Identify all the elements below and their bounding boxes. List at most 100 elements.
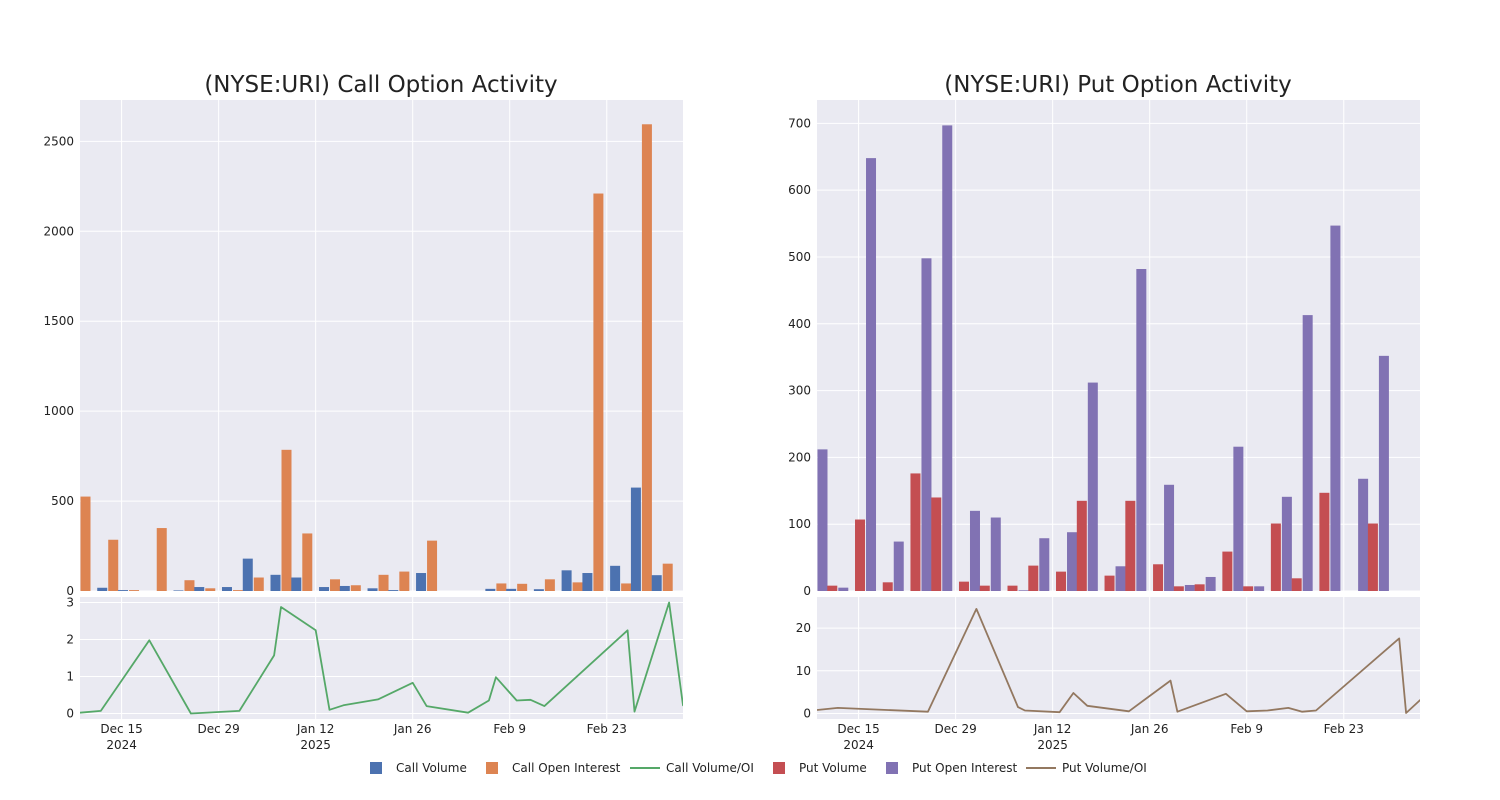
put-ratio-line-group <box>817 608 1420 714</box>
call-volume-bar <box>242 558 253 591</box>
put-volume-bar <box>1194 584 1205 591</box>
call-volume-bar <box>416 573 427 591</box>
call-ratio-plot-area <box>80 597 683 719</box>
put-open-interest-bar <box>1358 478 1369 591</box>
put-open-interest-bar <box>838 587 849 591</box>
put-volume-bar <box>882 582 893 591</box>
put-open-interest-bar <box>1039 538 1050 591</box>
put-open-interest-bar <box>1067 532 1078 591</box>
call-volume-bar <box>270 574 281 591</box>
put-volume-bar <box>931 497 942 591</box>
call-volume-bar <box>339 585 350 591</box>
call-open-interest-bar <box>253 577 264 591</box>
put-volume-bar <box>1125 500 1136 591</box>
put-open-interest-bar <box>1281 496 1292 591</box>
put-volume-bar <box>1028 565 1039 591</box>
legend-label: Call Volume/OI <box>666 761 754 775</box>
put-x-tick-label: Feb 9 <box>1230 722 1263 736</box>
put-volume-bar <box>1104 575 1115 591</box>
call-volume-bar <box>506 588 517 591</box>
put-volume-bar <box>1153 564 1164 591</box>
call-volume-bar <box>388 590 399 591</box>
call-open-interest-bar <box>517 583 528 591</box>
put-x-tick-label: Jan 26 <box>1130 722 1169 736</box>
call-volume-bar <box>221 587 232 591</box>
put-volume-bar <box>1270 523 1281 591</box>
put-open-interest-bar <box>942 125 953 591</box>
call-open-interest-bar <box>281 449 292 591</box>
call-volume-bar <box>97 587 108 591</box>
call-volume-bar <box>367 588 378 591</box>
call-open-interest-bar <box>378 574 389 591</box>
put-volume-bar <box>1076 500 1087 591</box>
put-ratio-plot-area <box>817 597 1420 719</box>
put-option-chart: (NYSE:URI) Put Option Activity Dec 15202… <box>788 72 1420 752</box>
call-open-interest-bar <box>108 539 119 591</box>
call-y-tick-label: 1000 <box>43 404 74 418</box>
call-volume-bar <box>561 570 572 591</box>
put-open-interest-bar <box>1087 382 1098 591</box>
legend-swatch <box>486 762 498 774</box>
call-chart-title: (NYSE:URI) Call Option Activity <box>204 72 557 98</box>
put-x-tick-label: Jan 12 <box>1033 722 1072 736</box>
put-open-interest-bar <box>1233 446 1244 591</box>
call-ratio-line-group <box>80 601 683 715</box>
put-volume-bar <box>1319 492 1330 591</box>
legend-label: Call Open Interest <box>512 761 621 775</box>
put-volume-bar <box>1056 571 1067 591</box>
legend-swatch <box>370 762 382 774</box>
call-open-interest-bar <box>205 588 216 591</box>
call-x-tick-label: 2024 <box>106 738 137 752</box>
put-volume-oi-line <box>817 608 1420 714</box>
put-volume-bar <box>910 473 921 591</box>
put-x-tick-label: Feb 23 <box>1324 722 1364 736</box>
put-open-interest-bar <box>817 449 828 591</box>
call-y-tick-label: 500 <box>51 494 74 508</box>
call-y-tick-label: 2500 <box>43 134 74 148</box>
put-open-interest-bar <box>1302 315 1313 591</box>
put-y-tick-label: 500 <box>788 250 811 264</box>
put-y-tick-label: 200 <box>788 450 811 464</box>
put-volume-bar <box>1243 586 1254 591</box>
put-volume-bar <box>1367 523 1378 591</box>
call-open-interest-bar <box>80 496 91 591</box>
put-ratio-y-tick-label: 20 <box>796 621 811 635</box>
call-volume-bar <box>582 573 593 591</box>
legend-label: Put Open Interest <box>912 761 1018 775</box>
call-open-interest-bar <box>399 571 410 591</box>
call-bars <box>80 124 673 591</box>
call-open-interest-bar <box>184 580 195 591</box>
call-open-interest-bar <box>662 563 673 591</box>
call-bar-plot-area <box>80 100 683 591</box>
put-open-interest-bar <box>1205 576 1216 591</box>
call-y-tick-label: 2000 <box>43 224 74 238</box>
call-open-interest-bar <box>302 533 313 591</box>
call-open-interest-bar <box>544 579 555 591</box>
put-x-tick-label: 2024 <box>843 738 874 752</box>
put-y-tick-label: 0 <box>803 584 811 598</box>
call-volume-bar <box>118 590 129 591</box>
call-open-interest-bar <box>593 193 604 591</box>
call-open-interest-bar <box>496 583 507 591</box>
put-open-interest-bar <box>893 541 904 591</box>
call-x-tick-label: 2025 <box>300 738 331 752</box>
call-x-tick-label: Dec 15 <box>100 722 142 736</box>
put-open-interest-bar <box>1330 225 1341 591</box>
put-volume-bar <box>855 519 866 591</box>
legend-label: Call Volume <box>396 761 467 775</box>
call-open-interest-bar <box>572 582 583 591</box>
put-open-interest-bar <box>1164 484 1175 591</box>
call-open-interest-bar <box>621 583 632 591</box>
put-open-interest-bar <box>921 258 932 591</box>
put-chart-title: (NYSE:URI) Put Option Activity <box>944 72 1291 98</box>
call-ratio-y-tick-label: 3 <box>66 596 74 610</box>
call-ratio-y-tick-label: 1 <box>66 669 74 683</box>
call-volume-oi-line <box>80 601 683 715</box>
call-volume-bar <box>291 577 302 591</box>
put-ratio-y-tick-label: 10 <box>796 664 811 678</box>
put-y-tick-label: 400 <box>788 317 811 331</box>
put-volume-bar <box>827 585 838 591</box>
call-x-tick-label: Dec 29 <box>197 722 239 736</box>
put-y-tick-label: 300 <box>788 384 811 398</box>
